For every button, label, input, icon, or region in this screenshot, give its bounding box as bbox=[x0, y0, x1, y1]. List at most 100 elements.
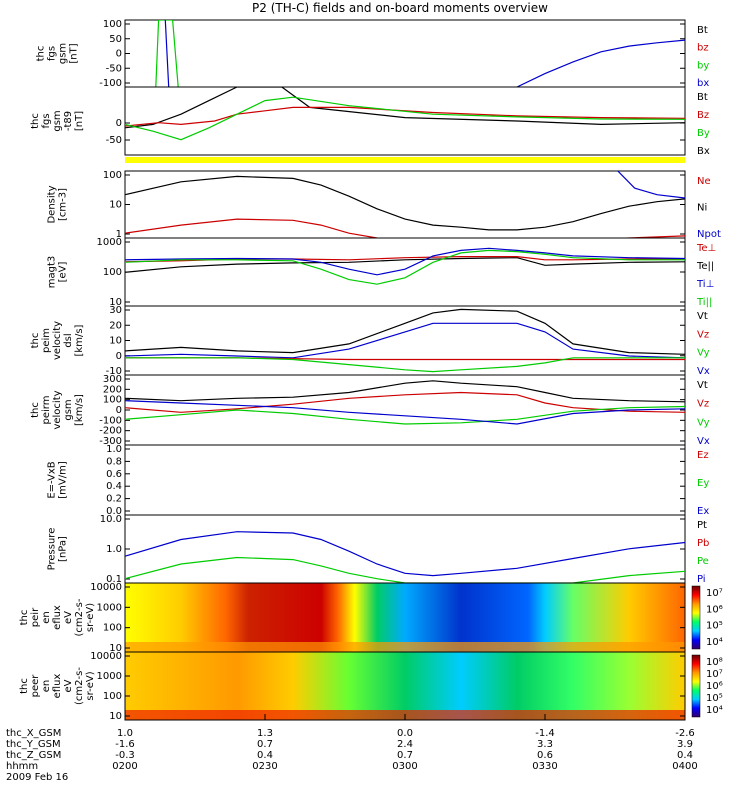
colorbar bbox=[691, 654, 701, 718]
x-tick-label: 3.9 bbox=[677, 739, 693, 750]
x-tick-label: 0.7 bbox=[397, 750, 413, 761]
x-tick-label: 3.3 bbox=[537, 739, 553, 750]
colorbar-tick-label: 10⁵ bbox=[706, 693, 723, 704]
y-tick-label: 0.1 bbox=[106, 574, 122, 585]
y-axis-label: [nT] bbox=[69, 43, 80, 63]
quality-flag-bar bbox=[125, 157, 685, 163]
y-axis-label: fgs bbox=[47, 46, 58, 61]
panel-pressure: 10.0 1.0 0.1 Pressure [nPa] Pt Pb Pe Pi bbox=[47, 514, 710, 585]
y-axis-label: [km/s] bbox=[74, 324, 85, 356]
x-tick-label: 0.7 bbox=[257, 739, 273, 750]
y-axis-label: eV bbox=[63, 679, 74, 692]
legend-label: Bx bbox=[697, 146, 710, 157]
y-tick-label: 200 bbox=[103, 384, 122, 395]
y-tick-label: -300 bbox=[99, 436, 122, 447]
y-axis-label: thc bbox=[19, 678, 30, 694]
y-axis-label: gsm bbox=[58, 43, 69, 64]
colorbar-tick-label: 10⁸ bbox=[706, 657, 723, 668]
legend-label: Vx bbox=[697, 366, 710, 377]
legend-label: Te⊥ bbox=[696, 243, 716, 254]
y-axis-label: gsm bbox=[63, 399, 74, 420]
legend-label: Vy bbox=[697, 417, 710, 428]
panel-frame bbox=[124, 170, 686, 239]
y-tick-label: 0 bbox=[116, 118, 122, 129]
colorbar bbox=[691, 585, 701, 650]
panel-fgs_gsm_top: 100 50 0 -50 -100 thc fgs gsm [nT] Bt bz by bx bbox=[36, 19, 710, 89]
y-tick-label: 100 bbox=[103, 170, 122, 181]
y-axis-label: [nT] bbox=[74, 111, 85, 131]
chart-title: P2 (TH-C) fields and on-board moments ov… bbox=[252, 1, 548, 15]
legend-label: Pt bbox=[697, 520, 707, 531]
series-group bbox=[125, 380, 685, 425]
spectrogram-image bbox=[125, 652, 685, 720]
legend-label: Vz bbox=[697, 329, 709, 340]
x-tick-label: 0330 bbox=[532, 761, 557, 772]
colorbar-tick-label: 10⁷ bbox=[706, 669, 723, 680]
y-axis-label: fgs bbox=[41, 113, 52, 128]
y-axis-label: thc bbox=[30, 113, 41, 129]
y-tick-label: 20 bbox=[109, 320, 122, 331]
y-axis-label: thc bbox=[30, 333, 41, 349]
series-line-bx bbox=[516, 39, 685, 87]
y-tick-label: -10 bbox=[106, 366, 122, 377]
y-tick-label: 100 bbox=[103, 267, 122, 278]
series-line-Npot bbox=[617, 171, 685, 199]
legend-label: Vt bbox=[697, 311, 708, 322]
series-line-Vy bbox=[125, 405, 685, 425]
x-tick-label: 0300 bbox=[392, 761, 417, 772]
legend-label: Ez bbox=[697, 450, 709, 461]
legend-label: Pe bbox=[697, 556, 709, 567]
y-tick-label: 0.4 bbox=[106, 481, 122, 492]
legend-label: Vt bbox=[697, 380, 708, 391]
legend-label: Ey bbox=[697, 478, 709, 489]
y-tick-label: 100 bbox=[103, 19, 122, 30]
y-tick-label: 1 bbox=[116, 229, 122, 240]
legend-label: Bt bbox=[697, 25, 708, 36]
y-tick-label: 10.0 bbox=[100, 514, 122, 525]
colorbar-tick-label: 10⁴ bbox=[706, 705, 723, 716]
series-line-Ne bbox=[125, 218, 685, 238]
series-line-Pi bbox=[125, 531, 685, 577]
panel-temperature: 1000 100 10 magt3 [eV] Te⊥ Te|| Ti⊥ Ti|| bbox=[47, 237, 717, 308]
legend-label: Npot bbox=[697, 229, 721, 240]
panel-frame bbox=[124, 19, 686, 88]
x-tick-label: 0400 bbox=[672, 761, 697, 772]
y-axis-label: peir bbox=[30, 607, 41, 627]
y-tick-label: -100 bbox=[99, 415, 122, 426]
y-tick-label: 1000 bbox=[97, 671, 122, 682]
y-axis-label: Pressure bbox=[47, 528, 58, 571]
legend-label: Ti⊥ bbox=[696, 279, 714, 290]
series-line-Bt bbox=[125, 87, 685, 129]
y-tick-label: 300 bbox=[103, 374, 122, 385]
x-tick-label: 1.0 bbox=[117, 728, 133, 739]
x-tick-label: 0.4 bbox=[257, 750, 273, 761]
legend-label: bx bbox=[697, 78, 709, 89]
legend-label: Ni bbox=[697, 203, 707, 214]
series-line-Vz bbox=[125, 391, 685, 413]
legend-label: Te|| bbox=[696, 261, 714, 272]
y-axis-label: gsm bbox=[52, 110, 63, 131]
series-group bbox=[125, 247, 685, 285]
y-tick-label: -200 bbox=[99, 426, 122, 437]
y-tick-label: 10 bbox=[109, 200, 122, 211]
y-axis-label: peer bbox=[30, 674, 41, 698]
x-tick-label: -1.4 bbox=[535, 728, 555, 739]
x-tick-label: 0.6 bbox=[537, 750, 553, 761]
y-axis-label: thc bbox=[36, 46, 47, 62]
series-line-By bbox=[125, 96, 685, 141]
y-tick-label: 0.6 bbox=[106, 469, 122, 480]
legend-label: Pb bbox=[697, 538, 709, 549]
y-tick-label: 1000 bbox=[97, 602, 122, 613]
y-tick-label: 10 bbox=[109, 336, 122, 347]
x-tick-label: 0200 bbox=[112, 761, 137, 772]
colorbar-tick-label: 10⁴ bbox=[706, 637, 723, 648]
y-tick-label: 10 bbox=[109, 297, 122, 308]
y-tick-label: 10000 bbox=[90, 651, 122, 662]
y-axis-label: (cm2-s- bbox=[74, 598, 85, 636]
colorbar-tick-label: 10⁶ bbox=[706, 604, 723, 615]
y-axis-label: velocity bbox=[52, 321, 63, 360]
y-axis-label: [eV] bbox=[58, 262, 69, 283]
panel-frame bbox=[124, 305, 686, 376]
y-tick-label: 10000 bbox=[90, 582, 122, 593]
